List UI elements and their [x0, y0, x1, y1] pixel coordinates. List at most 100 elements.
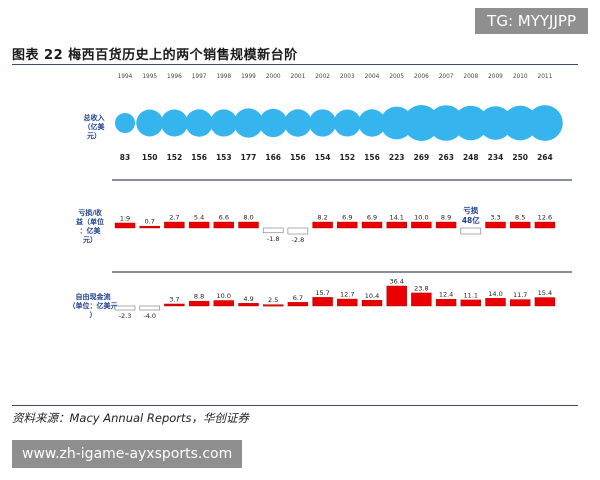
fcf-value: 11.7: [513, 291, 527, 299]
fcf-bar: [312, 297, 333, 307]
revenue-value: 156: [290, 153, 306, 162]
profit-bar: [139, 225, 160, 229]
revenue-bubble: [259, 108, 288, 138]
year-label: 2006: [414, 74, 429, 80]
loss-annotation: 48亿: [462, 215, 480, 225]
fcf-bar: [164, 303, 185, 307]
revenue-value: 248: [463, 153, 479, 162]
profit-value: 0.7: [145, 218, 155, 226]
year-label: 1994: [118, 74, 133, 80]
revenue-value: 156: [364, 153, 380, 162]
fcf-row-label: ）: [90, 311, 97, 319]
profit-bar: [238, 221, 259, 229]
revenue-value: 152: [339, 153, 355, 162]
revenue-value: 223: [389, 153, 405, 162]
revenue-bubble: [185, 109, 213, 137]
profit-bar: [337, 221, 358, 229]
fcf-value: 3.7: [169, 295, 179, 303]
profit-value: 8.5: [515, 214, 525, 222]
revenue-bubble: [502, 105, 538, 141]
revenue-bubble: [210, 109, 238, 137]
revenue-row-label: 元）: [87, 132, 101, 140]
profit-value: -2.8: [292, 236, 305, 244]
profit-value: 12.6: [538, 214, 552, 222]
fcf-bar: [411, 292, 432, 307]
year-label: 2002: [315, 74, 330, 80]
profit-value: 14.1: [389, 214, 403, 222]
profit-value: 6.9: [342, 214, 352, 222]
revenue-row-label: 总收入: [84, 113, 105, 122]
source-note: 资料来源：Macy Annual Reports，华创证券: [12, 411, 250, 425]
profit-value: 8.9: [441, 214, 451, 222]
fcf-bar: [510, 299, 531, 307]
revenue-bubble: [115, 113, 135, 133]
revenue-value: 150: [142, 153, 158, 162]
figure-title: 图表 22 梅西百货历史上的两个销售规模新台阶: [12, 48, 298, 63]
profit-bar: [312, 221, 333, 229]
year-label: 2010: [513, 74, 528, 80]
fcf-value: 12.7: [340, 291, 354, 299]
fcf-value: 2.5: [268, 296, 278, 304]
profit-value: -1.8: [267, 235, 280, 243]
profit-bar: [435, 221, 457, 229]
source-rule: [12, 405, 578, 406]
revenue-row-label: （亿美: [84, 122, 106, 131]
fcf-bar: [139, 305, 160, 311]
revenue-bubble: [160, 109, 188, 137]
fcf-value: 36.4: [389, 277, 403, 285]
profit-bar: [262, 227, 284, 234]
profit-bar: [411, 221, 432, 229]
profit-bar: [386, 221, 407, 229]
fcf-bar: [361, 300, 383, 307]
revenue-value: 156: [191, 153, 207, 162]
profit-row-label: ：亿美: [80, 226, 102, 235]
profit-bar: [485, 221, 506, 229]
fcf-value: 12.4: [439, 291, 453, 299]
revenue-bubble: [358, 109, 386, 137]
profit-value: 1.9: [120, 214, 130, 222]
fcf-bar: [435, 298, 457, 307]
fcf-value: 23.8: [414, 284, 428, 292]
revenue-bubble: [136, 109, 164, 137]
revenue-value: 153: [216, 153, 232, 162]
profit-row-label: 益（单位: [76, 217, 104, 226]
revenue-bubble: [527, 105, 563, 141]
revenue-value: 154: [315, 153, 331, 162]
fcf-bar: [238, 303, 259, 307]
fcf-value: 10.0: [217, 292, 231, 300]
fcf-value: -2.3: [119, 312, 132, 320]
profit-bar: [361, 221, 383, 229]
revenue-value: 177: [241, 153, 257, 162]
fcf-bar: [460, 299, 481, 307]
year-label: 2011: [538, 74, 553, 80]
profit-value: 10.0: [414, 214, 428, 222]
fcf-value: 15.7: [315, 289, 329, 297]
fcf-bar: [534, 297, 556, 307]
fcf-row-label: （单位：亿美元: [69, 301, 118, 310]
fcf-value: 8.8: [194, 293, 204, 301]
fcf-value: 4.9: [243, 295, 253, 303]
year-label: 1998: [216, 74, 231, 80]
fcf-value: -4.0: [143, 312, 156, 320]
profit-value: 6.6: [219, 214, 229, 222]
year-label: 1995: [142, 74, 157, 80]
revenue-bubble: [233, 108, 264, 138]
fcf-value: 15.4: [538, 289, 552, 297]
watermark-bottom: www.zh-igame-ayxsports.com: [12, 440, 243, 468]
revenue-bubble: [453, 105, 489, 141]
profit-value: 8.0: [243, 214, 253, 222]
revenue-value: 152: [167, 153, 183, 162]
fcf-bar: [337, 298, 358, 307]
year-label: 2008: [463, 74, 478, 80]
year-label: 2003: [340, 74, 355, 80]
year-label: 2001: [291, 74, 306, 80]
revenue-value: 263: [438, 153, 454, 162]
profit-value: 2.7: [169, 214, 179, 222]
revenue-bubble: [333, 109, 361, 137]
revenue-value: 269: [414, 153, 430, 162]
profit-bar: [510, 221, 531, 229]
fcf-bar: [485, 298, 506, 307]
profit-value: 6.9: [367, 214, 377, 222]
profit-bar: [164, 221, 185, 229]
fcf-row-label: 自由现金流: [76, 292, 111, 301]
